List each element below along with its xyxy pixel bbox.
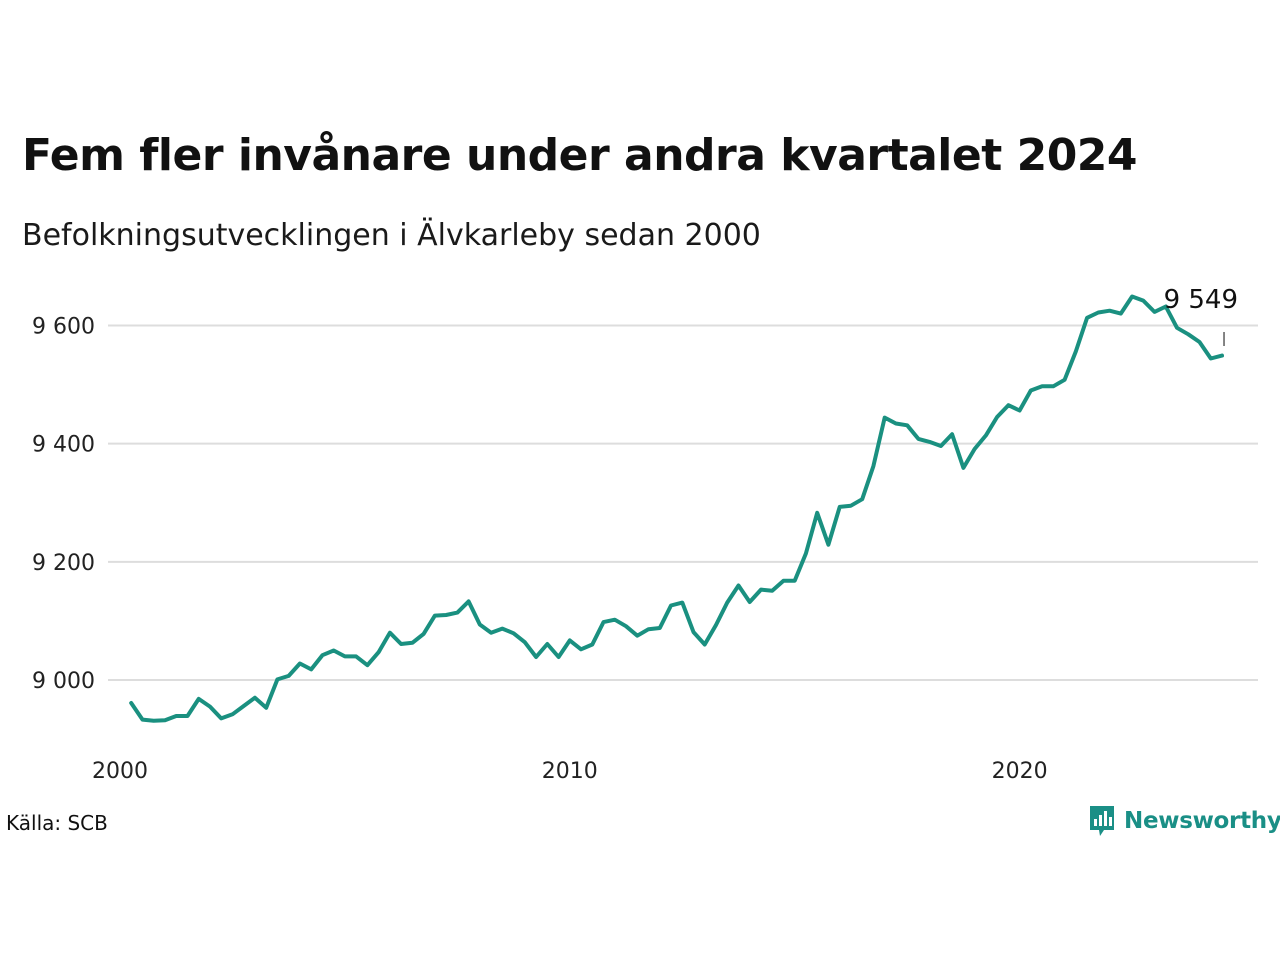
x-tick-label: 2000: [92, 759, 148, 784]
chart-subtitle: Befolkningsutvecklingen i Älvkarleby sed…: [22, 218, 761, 253]
last-value-label: 9 549: [1164, 285, 1238, 315]
chart-title: Fem fler invånare under andra kvartalet …: [22, 130, 1138, 181]
x-tick-label: 2020: [992, 759, 1048, 784]
newsworthy-logo-icon: [1090, 806, 1114, 836]
y-tick-label: 9 400: [32, 433, 95, 458]
y-tick-label: 9 200: [32, 551, 95, 576]
brand-logo[interactable]: Newsworthy: [1088, 804, 1280, 838]
x-tick-label: 2010: [542, 759, 598, 784]
series-line: [129, 294, 1224, 723]
y-tick-label: 9 600: [32, 314, 95, 339]
source-note: Källa: SCB: [6, 811, 108, 835]
y-tick-label: 9 000: [32, 669, 95, 694]
brand-name: Newsworthy: [1124, 808, 1280, 834]
